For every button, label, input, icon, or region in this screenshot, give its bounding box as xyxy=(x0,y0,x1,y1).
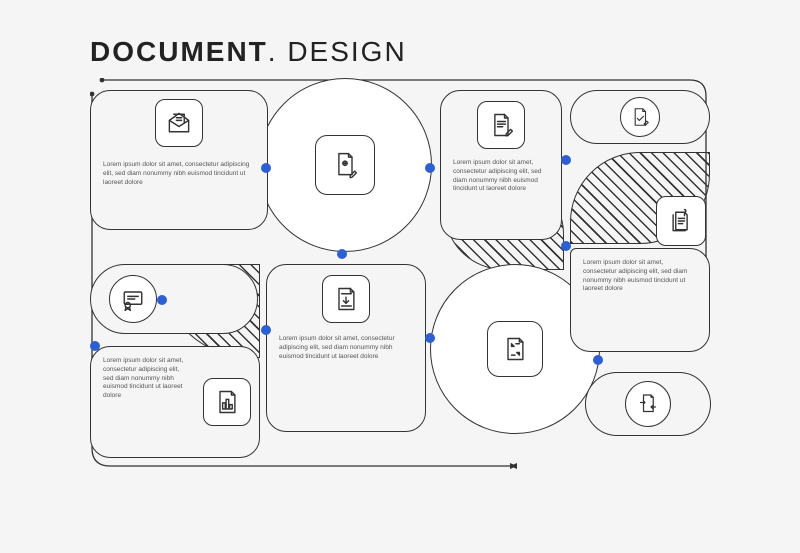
certificate-icon xyxy=(109,275,157,323)
pill-mid-left xyxy=(90,264,258,334)
title-light: . DESIGN xyxy=(268,36,407,67)
card-top-left: Lorem ipsum dolor sit amet, consectetur … xyxy=(90,90,268,230)
document-download-icon xyxy=(322,275,370,323)
pill-top-right xyxy=(570,90,710,144)
connector-dot xyxy=(425,333,435,343)
document-transfer-icon xyxy=(625,381,671,427)
connector-dot xyxy=(157,295,167,305)
documents-clip-icon xyxy=(656,196,706,246)
placeholder-text: Lorem ipsum dolor sit amet, consectetur … xyxy=(103,161,255,187)
document-add-pen-icon xyxy=(315,135,375,195)
card-bottom-left: Lorem ipsum dolor sit amet, consectetur … xyxy=(90,346,260,458)
card-top-right-a: Lorem ipsum dolor sit amet, consectetur … xyxy=(440,90,562,240)
connector-dot xyxy=(90,341,100,351)
center-circle-left xyxy=(258,78,432,252)
placeholder-text: Lorem ipsum dolor sit amet, consectetur … xyxy=(453,159,549,194)
placeholder-text: Lorem ipsum dolor sit amet, consectetur … xyxy=(103,357,189,401)
document-chart-icon xyxy=(203,378,251,426)
connector-dot xyxy=(337,249,347,259)
infographic-canvas: DOCUMENT. DESIGN xyxy=(0,0,800,553)
connector-dot xyxy=(425,163,435,173)
infographic-frame: Lorem ipsum dolor sit amet, consectetur … xyxy=(90,78,710,478)
document-compress-icon xyxy=(487,321,543,377)
card-mid-center: Lorem ipsum dolor sit amet, consectetur … xyxy=(266,264,426,432)
placeholder-text: Lorem ipsum dolor sit amet, consectetur … xyxy=(279,335,413,361)
envelope-letter-icon xyxy=(155,99,203,147)
connector-dot xyxy=(261,325,271,335)
connector-dot xyxy=(261,163,271,173)
placeholder-text: Lorem ipsum dolor sit amet, consectetur … xyxy=(583,259,697,294)
document-pen-icon xyxy=(477,101,525,149)
connector-dot xyxy=(561,241,571,251)
pill-bottom-right xyxy=(585,372,711,436)
document-check-icon xyxy=(620,97,660,137)
card-mid-right: Lorem ipsum dolor sit amet, consectetur … xyxy=(570,248,710,352)
connector-dot xyxy=(561,155,571,165)
page-title: DOCUMENT. DESIGN xyxy=(90,36,407,68)
connector-dot xyxy=(593,355,603,365)
title-bold: DOCUMENT xyxy=(90,36,268,67)
